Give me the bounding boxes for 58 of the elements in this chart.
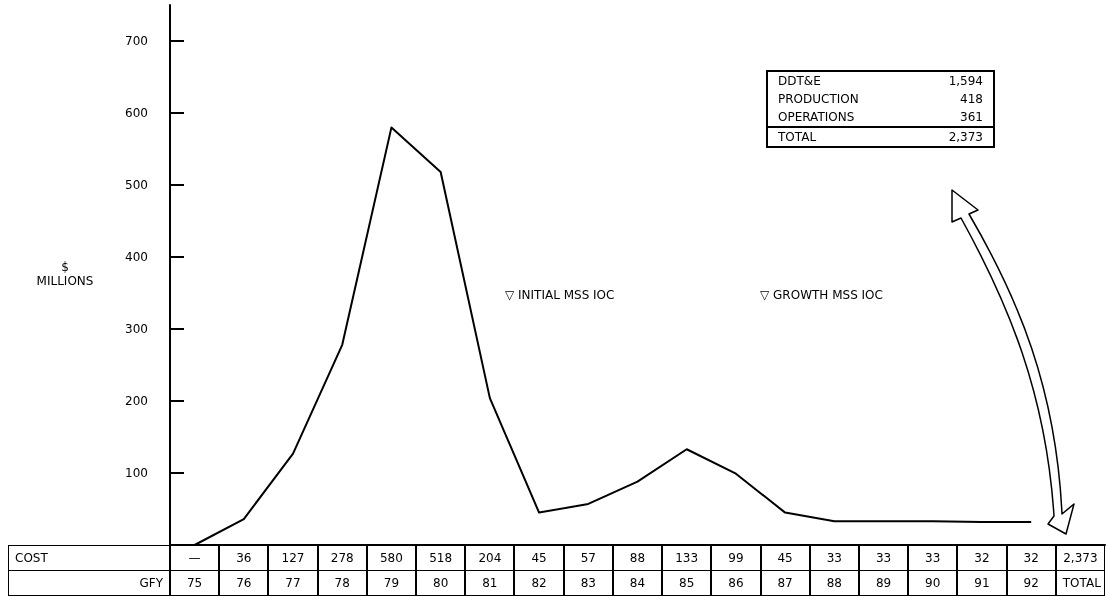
annotation: ▽ GROWTH MSS IOC — [760, 288, 883, 302]
x-tick-label: 90 — [908, 570, 958, 596]
y-tick-label: 400 — [125, 250, 148, 264]
x-tick-label: 76 — [219, 570, 269, 596]
annotation: 418 — [960, 92, 983, 106]
annotation: TOTAL — [778, 130, 817, 144]
data-label: 32 — [1006, 545, 1056, 571]
data-label: 32 — [957, 545, 1007, 571]
y-tick-label: 300 — [125, 322, 148, 336]
data-label: 99 — [711, 545, 761, 571]
x-tick-label: 82 — [514, 570, 564, 596]
x-tick-label: TOTAL — [1055, 570, 1105, 596]
text: COST — [8, 545, 170, 571]
x-tick-label: 83 — [563, 570, 613, 596]
data-label: 518 — [416, 545, 466, 571]
y-tick-label: 200 — [125, 394, 148, 408]
annotation: ▽ INITIAL MSS IOC — [505, 288, 615, 302]
y-tick-label: 100 — [125, 466, 148, 480]
annotation: 361 — [960, 110, 983, 124]
data-label: 33 — [809, 545, 859, 571]
y-tick-label: 700 — [125, 34, 148, 48]
data-label: 33 — [858, 545, 909, 571]
x-tick-label: 85 — [662, 570, 712, 596]
x-tick-label: 86 — [711, 570, 761, 596]
x-tick-label: 81 — [465, 570, 515, 596]
y-tick-label: 500 — [125, 178, 148, 192]
data-label: 133 — [662, 545, 712, 571]
annotation: OPERATIONS — [778, 110, 855, 124]
data-label: 278 — [317, 545, 367, 571]
annotation: 2,373 — [948, 130, 983, 144]
x-tick-label: 80 — [416, 570, 466, 596]
x-tick-label: 88 — [809, 570, 859, 596]
annotation: PRODUCTION — [778, 92, 859, 106]
data-label: 45 — [514, 545, 564, 571]
x-tick-label: 79 — [366, 570, 417, 596]
data-label: 45 — [760, 545, 810, 571]
x-tick-label: 87 — [760, 570, 810, 596]
x-tick-label: 91 — [957, 570, 1007, 596]
y-axis-title: $ MILLIONS — [35, 260, 95, 288]
x-tick-label: 92 — [1006, 570, 1056, 596]
x-tick-label: 89 — [858, 570, 909, 596]
data-label: 88 — [612, 545, 663, 571]
data-label: 33 — [908, 545, 958, 571]
x-tick-label: 84 — [612, 570, 663, 596]
x-tick-label: 75 — [170, 570, 220, 596]
text: 2,373 — [1063, 551, 1098, 565]
data-label: 580 — [366, 545, 417, 571]
data-label: 204 — [465, 545, 515, 571]
annotation: DDT&E — [778, 74, 821, 88]
x-tick-label: 78 — [317, 570, 367, 596]
x-axis-title: GFY — [8, 570, 170, 596]
data-label: — — [170, 545, 220, 571]
x-tick-label: 77 — [268, 570, 318, 596]
annotation: 1,594 — [948, 74, 983, 88]
data-label: 57 — [563, 545, 613, 571]
data-label: 127 — [268, 545, 318, 571]
data-label: 36 — [219, 545, 269, 571]
y-tick-label: 600 — [125, 106, 148, 120]
